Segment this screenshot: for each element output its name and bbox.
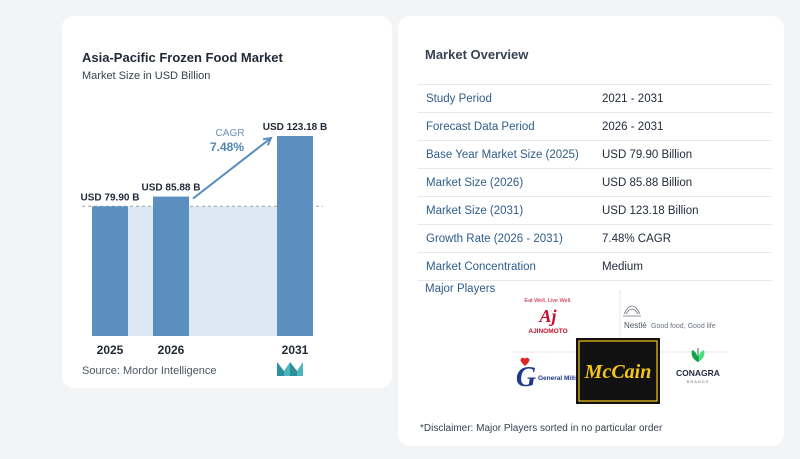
- nestle-nest-icon: [623, 305, 641, 317]
- major-players-logos: Eat Well, Live Well. Aj AJINOMOTO Nestlé…: [512, 290, 728, 404]
- ajinomoto-name: AJINOMOTO: [528, 328, 567, 335]
- mccain-name: McCain: [584, 361, 652, 383]
- major-players-title: Major Players: [425, 283, 496, 295]
- disclaimer-text: *Disclaimer: Major Players sorted in no …: [420, 423, 663, 434]
- overview-row: Market Size (2026) USD 85.88 Billion: [418, 169, 772, 197]
- conagra-tagline: BRANDS: [687, 379, 710, 384]
- overview-row-label: Study Period: [426, 92, 492, 105]
- overview-row-value: 2026 - 2031: [602, 120, 664, 133]
- mccain-logo: McCain: [576, 338, 660, 404]
- category-label: 2031: [282, 343, 309, 357]
- general-mills-name: General Mills: [538, 375, 579, 382]
- conagra-leaf-icon: [691, 348, 705, 363]
- overview-row-value: Medium: [602, 260, 643, 273]
- overview-row: Base Year Market Size (2025) USD 79.90 B…: [418, 141, 772, 169]
- ajinomoto-mark-icon: Aj: [538, 306, 557, 326]
- category-label: 2025: [97, 343, 124, 357]
- growth-band: [128, 206, 277, 336]
- nestle-logo: Nestlé Good food, Good life: [623, 305, 716, 330]
- overview-row: Market Size (2031) USD 123.18 Billion: [418, 197, 772, 225]
- source-text: Source: Mordor Intelligence: [82, 365, 217, 377]
- overview-title: Market Overview: [425, 47, 529, 62]
- cagr-label: CAGR: [216, 128, 245, 139]
- overview-row-label: Growth Rate (2026 - 2031): [426, 232, 563, 245]
- ajinomoto-tagline: Eat Well, Live Well.: [524, 298, 572, 304]
- general-mills-g-icon: G: [516, 362, 536, 393]
- bar-2025: [92, 206, 128, 336]
- overview-row-value: USD 79.90 Billion: [602, 148, 693, 161]
- overview-row: Growth Rate (2026 - 2031) 7.48% CAGR: [418, 225, 772, 253]
- nestle-tagline: Good food, Good life: [651, 323, 716, 330]
- ajinomoto-logo: Eat Well, Live Well. Aj AJINOMOTO: [524, 298, 572, 335]
- overview-row-value: USD 123.18 Billion: [602, 204, 699, 217]
- overview-row-label: Forecast Data Period: [426, 120, 535, 133]
- overview-row-value: 7.48% CAGR: [602, 232, 672, 245]
- cagr-arrow: [192, 136, 273, 200]
- mordor-intelligence-logo-icon: [277, 362, 303, 376]
- bar-value-label: USD 85.88 B: [142, 183, 201, 194]
- chart-subtitle: Market Size in USD Billion: [82, 70, 211, 82]
- nestle-name: Nestlé: [624, 321, 647, 330]
- bar-value-label: USD 123.18 B: [263, 122, 327, 133]
- overview-row: Forecast Data Period 2026 - 2031: [418, 113, 772, 141]
- general-mills-heart-icon: [520, 357, 530, 366]
- overview-row: Market Concentration Medium: [418, 253, 772, 281]
- overview-row-label: Base Year Market Size (2025): [426, 148, 579, 161]
- bar-value-label: USD 79.90 B: [81, 192, 140, 203]
- overview-row-value: USD 85.88 Billion: [602, 176, 693, 189]
- overview-row: Study Period 2021 - 2031: [418, 84, 772, 113]
- category-label: 2026: [158, 343, 185, 357]
- conagra-logo: CONAGRA BRANDS: [676, 348, 720, 384]
- general-mills-logo: G General Mills: [516, 357, 579, 393]
- overview-row-label: Market Size (2031): [426, 204, 524, 217]
- bar-chart: USD 79.90 B 2025 USD 85.88 B 2026 USD 123.18…: [81, 122, 328, 357]
- overview-row-label: Market Concentration: [426, 260, 536, 273]
- cagr-value: 7.48%: [210, 140, 244, 154]
- overview-row-label: Market Size (2026): [426, 176, 524, 189]
- overview-row-value: 2021 - 2031: [602, 92, 664, 105]
- bar-2031: [277, 136, 313, 336]
- conagra-name: CONAGRA: [676, 368, 720, 378]
- overview-table: Study Period 2021 - 2031 Forecast Data P…: [418, 84, 772, 281]
- bar-2026: [153, 196, 189, 336]
- chart-title: Asia-Pacific Frozen Food Market: [82, 50, 283, 65]
